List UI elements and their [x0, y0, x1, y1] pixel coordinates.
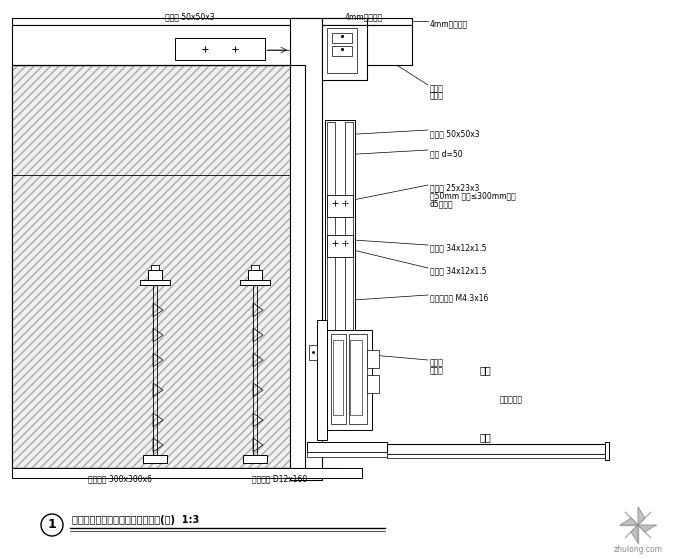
Bar: [175, 38, 265, 60]
Bar: [12, 65, 305, 468]
Text: 方钢管 34x12x1.5: 方钢管 34x12x1.5: [430, 243, 486, 252]
Bar: [345, 122, 353, 368]
Text: 后置锚栓 300x300x6: 后置锚栓 300x300x6: [88, 474, 152, 483]
Text: 螺栓 d=50: 螺栓 d=50: [430, 149, 463, 158]
Bar: [331, 334, 346, 424]
Bar: [248, 270, 262, 280]
Text: 室外: 室外: [480, 365, 492, 375]
Bar: [367, 350, 379, 368]
Bar: [12, 65, 305, 468]
Bar: [349, 334, 367, 424]
Polygon shape: [620, 518, 638, 525]
Bar: [307, 442, 387, 452]
Text: 角钢带 25x23x3: 角钢带 25x23x3: [430, 183, 480, 192]
Polygon shape: [631, 525, 638, 543]
Bar: [322, 18, 367, 25]
Text: 泡沫棒: 泡沫棒: [430, 366, 444, 375]
Bar: [327, 195, 353, 217]
Bar: [327, 122, 335, 368]
Text: zhulong.com: zhulong.com: [614, 545, 662, 554]
Text: 1: 1: [48, 518, 56, 532]
Bar: [309, 345, 317, 360]
Text: 4mm单铝复板: 4mm单铝复板: [345, 12, 383, 21]
Bar: [151, 265, 159, 270]
Bar: [333, 340, 343, 415]
Bar: [327, 330, 372, 430]
Bar: [367, 375, 379, 393]
Polygon shape: [638, 507, 645, 525]
Text: 方钢管 50x50x3: 方钢管 50x50x3: [165, 12, 215, 21]
Bar: [327, 28, 357, 73]
Text: 铝塑复板管: 铝塑复板管: [500, 395, 523, 404]
Text: d5盘头钉: d5盘头钉: [430, 199, 454, 208]
Polygon shape: [638, 525, 656, 532]
Bar: [332, 33, 352, 43]
Text: 化学锚栓 D12x160: 化学锚栓 D12x160: [253, 474, 308, 483]
Text: 4mm单铝复板: 4mm单铝复板: [430, 19, 468, 28]
Text: 方钢管 34x12x1.5: 方钢管 34x12x1.5: [430, 266, 486, 275]
Bar: [12, 18, 412, 25]
Bar: [387, 454, 607, 458]
Bar: [12, 25, 412, 65]
Bar: [325, 120, 355, 370]
Bar: [332, 46, 352, 56]
Bar: [148, 270, 162, 280]
Text: 耐候胶: 耐候胶: [430, 84, 444, 93]
Bar: [243, 455, 267, 463]
Bar: [290, 18, 322, 480]
Bar: [12, 65, 305, 468]
Bar: [350, 340, 362, 415]
Bar: [317, 320, 327, 440]
Text: 泡沫棒: 泡沫棒: [430, 91, 444, 100]
Bar: [143, 455, 167, 463]
Text: 方钢管 50x50x3: 方钢管 50x50x3: [430, 129, 480, 138]
Bar: [327, 235, 353, 257]
Text: 隔热断桥窗与铝塑板连接节点详图(一)  1:3: 隔热断桥窗与铝塑板连接节点详图(一) 1:3: [72, 515, 199, 525]
Text: 室内: 室内: [480, 432, 492, 442]
Bar: [605, 442, 609, 460]
Text: 自钻自攻钉 M4.3x16: 自钻自攻钉 M4.3x16: [430, 293, 489, 302]
Bar: [140, 280, 170, 285]
Bar: [12, 468, 362, 478]
Text: 耐候胶: 耐候胶: [430, 358, 444, 367]
Bar: [387, 444, 607, 454]
Bar: [251, 265, 259, 270]
Bar: [240, 280, 270, 285]
Bar: [307, 452, 387, 457]
Text: 长50mm 间距≤300mm等距: 长50mm 间距≤300mm等距: [430, 191, 516, 200]
Bar: [322, 25, 367, 80]
